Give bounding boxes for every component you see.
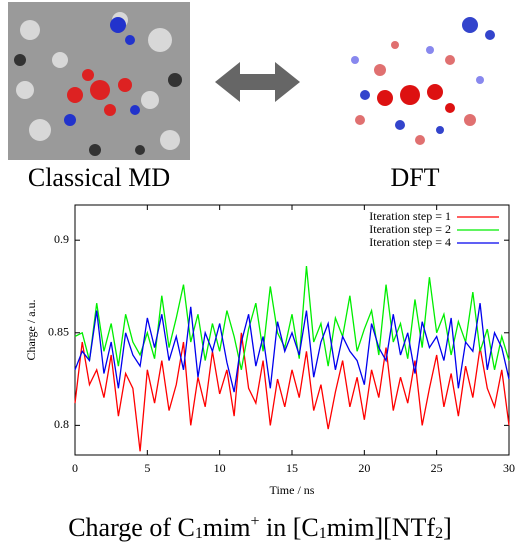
- series-line: [74, 266, 510, 370]
- x-tick-label: 20: [358, 461, 370, 475]
- legend-label: Iteration step = 1: [369, 209, 451, 223]
- dft-cluster: [351, 17, 495, 145]
- x-axis-label: Time / ns: [270, 483, 315, 497]
- y-tick-label: 0.9: [54, 232, 69, 246]
- x-tick-label: 25: [431, 461, 443, 475]
- caption-part: 1: [319, 525, 327, 542]
- x-tick-label: 10: [214, 461, 226, 475]
- series-line: [74, 332, 510, 452]
- caption-part: Charge of C: [68, 513, 195, 542]
- x-tick-label: 0: [72, 461, 78, 475]
- caption-part: mim][NTf: [327, 513, 436, 542]
- caption: Charge of C1mim+ in [C1mim][NTf2]: [68, 513, 452, 543]
- legend-label: Iteration step = 4: [369, 235, 451, 249]
- x-tick-label: 15: [286, 461, 298, 475]
- legend-label: Iteration step = 2: [369, 222, 451, 236]
- y-axis-label: Charge / a.u.: [24, 299, 38, 360]
- x-tick-label: 30: [503, 461, 515, 475]
- chart: 0 5 10 15 20 25 30 0.8 0.85 0.9 Time / ns Charge / …: [24, 204, 515, 497]
- series-line: [74, 303, 510, 393]
- md-snapshot: [8, 2, 190, 160]
- caption-part: 1: [195, 525, 203, 542]
- caption-part: in [C: [260, 513, 319, 542]
- y-tick-label: 0.85: [48, 325, 69, 339]
- double-arrow: [215, 62, 300, 102]
- caption-part: 2: [435, 525, 443, 542]
- caption-part: +: [251, 513, 260, 530]
- left-label: Classical MD: [28, 163, 170, 192]
- caption-part: mim: [203, 513, 251, 542]
- x-tick-label: 5: [144, 461, 150, 475]
- y-tick-label: 0.8: [54, 417, 69, 431]
- right-label: DFT: [390, 163, 439, 192]
- caption-part: ]: [443, 513, 452, 542]
